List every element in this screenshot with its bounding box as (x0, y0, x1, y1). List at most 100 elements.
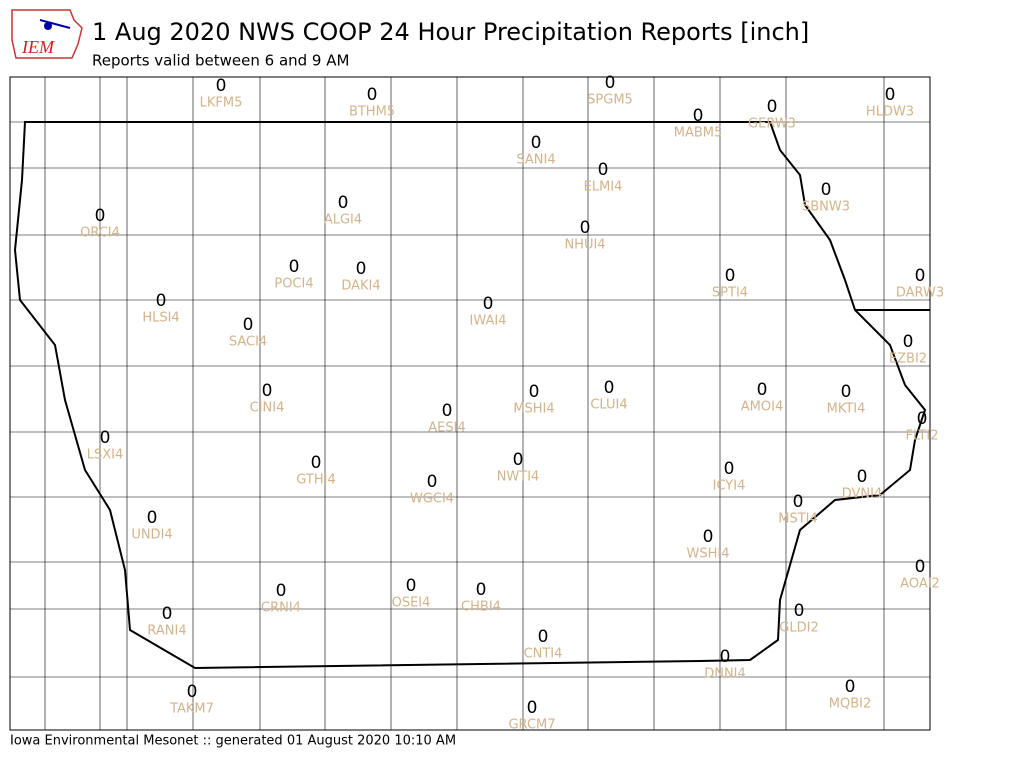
station-id: DNNI4 (704, 667, 746, 682)
station-id: RANI4 (147, 624, 186, 639)
station-value: 0 (885, 85, 896, 105)
station-value: 0 (845, 677, 856, 697)
station-id: MSHI4 (513, 402, 554, 417)
station-value: 0 (527, 698, 538, 718)
station-value: 0 (289, 257, 300, 277)
basemap (10, 77, 930, 730)
station-value: 0 (243, 315, 254, 335)
subtitle: Reports valid between 6 and 9 AM (92, 52, 349, 70)
station-id: ORCI4 (80, 226, 120, 241)
station-value: 0 (367, 85, 378, 105)
station-id: AOAI2 (900, 577, 940, 592)
station-id: GTHI4 (296, 473, 335, 488)
station-id: SBNW3 (802, 200, 850, 215)
station-value: 0 (703, 527, 714, 547)
station-id: ELMI4 (584, 180, 623, 195)
station-id: SPTI4 (712, 286, 748, 301)
station-id: WSHI4 (687, 547, 730, 562)
station-value: 0 (693, 106, 704, 126)
station-id: MABM5 (674, 126, 723, 141)
station-id: POCI4 (274, 277, 313, 292)
station-value: 0 (476, 580, 487, 600)
station-id: FLTI2 (906, 429, 939, 444)
station-value: 0 (605, 73, 616, 93)
county-lines (10, 77, 930, 730)
station-id: CNTI4 (524, 647, 563, 662)
station-value: 0 (513, 450, 524, 470)
station-id: MSTI4 (778, 512, 818, 527)
station-id: EZBI2 (889, 352, 927, 367)
station-value: 0 (604, 378, 615, 398)
station-value: 0 (427, 472, 438, 492)
map-frame (9, 76, 931, 731)
station-value: 0 (311, 453, 322, 473)
station-value: 0 (162, 604, 173, 624)
station-value: 0 (95, 206, 106, 226)
station-id: AESI4 (428, 421, 465, 436)
station-value: 0 (216, 76, 227, 96)
station-value: 0 (406, 576, 417, 596)
station-value: 0 (356, 259, 367, 279)
station-value: 0 (529, 382, 540, 402)
station-value: 0 (915, 557, 926, 577)
station-id: MQBI2 (829, 697, 871, 712)
station-id: CLUI4 (590, 398, 627, 413)
footer: Iowa Environmental Mesonet :: generated … (10, 734, 456, 749)
station-id: BTHM5 (349, 105, 395, 120)
station-id: WGCI4 (410, 492, 454, 507)
station-id: CHBI4 (461, 600, 501, 615)
station-id: TAKM7 (169, 702, 214, 717)
logo: IEM (11, 9, 83, 59)
station-id: CRNI4 (261, 601, 301, 616)
station-id: HLDW3 (866, 105, 914, 120)
station-value: 0 (724, 459, 735, 479)
station-value: 0 (821, 180, 832, 200)
station-value: 0 (531, 133, 542, 153)
station-id: AMOI4 (741, 400, 783, 415)
station-value: 0 (598, 160, 609, 180)
station-id: GERW3 (748, 117, 796, 132)
station-value: 0 (857, 467, 868, 487)
station-id: IWAI4 (470, 314, 507, 329)
station-value: 0 (767, 97, 778, 117)
station-value: 0 (276, 581, 287, 601)
station-value: 0 (720, 647, 731, 667)
